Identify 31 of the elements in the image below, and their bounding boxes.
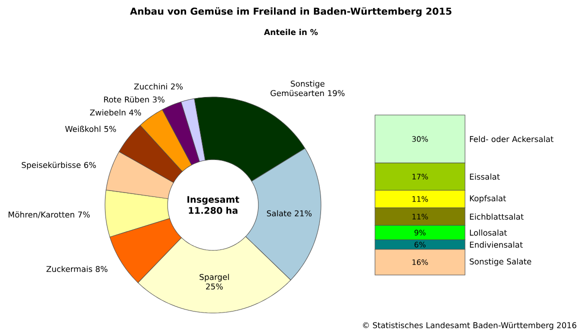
- slice-label: Rote Rüben: [104, 96, 149, 103]
- slice-label: Speisekürbisse: [22, 162, 81, 170]
- data-label: 2%: [171, 83, 183, 90]
- data-label: 6%: [84, 162, 96, 168]
- data-label: 8%: [96, 266, 108, 272]
- data-label: 21%: [294, 210, 312, 216]
- series-label: Eissalat: [470, 174, 500, 180]
- data-label: 3%: [152, 96, 164, 103]
- slice-label: Zuckermais: [46, 266, 92, 272]
- slice-label: Salate: [266, 210, 292, 216]
- slice-label: Zucchini: [134, 83, 168, 90]
- series-label: Eichblattsalat: [470, 214, 524, 220]
- data-label: 25%: [206, 283, 223, 290]
- series-label: Kopfsalat: [470, 195, 506, 203]
- slice-label: Zwiebeln: [90, 109, 126, 116]
- series-label: Endiviensalat: [470, 242, 523, 248]
- data-label: 5%: [104, 126, 116, 132]
- data-label: 4%: [129, 109, 142, 116]
- series-label: Sonstige Salate: [470, 258, 532, 266]
- slice-label: Sonstige Gemüsearten: [270, 80, 324, 96]
- slice-label: Spargel: [200, 274, 229, 282]
- chart-subtitle: Anteile in %: [264, 28, 318, 36]
- data-label: 19%: [328, 90, 345, 96]
- chart-title: Anbau von Gemüse im Freiland in Baden-Württemberg 2015: [130, 7, 452, 17]
- text: Insgesamt 11.280 ha: [187, 196, 240, 214]
- text: © Statistisches Landesamt Baden-Württemberg 2016: [362, 322, 576, 330]
- slice-label: Möhren/Karotten: [8, 211, 74, 218]
- slice-label: Weißkohl: [65, 126, 100, 132]
- data-label: 7%: [78, 212, 90, 218]
- series-label: Feld- oder Ackersalat: [470, 136, 554, 142]
- series-label: Lollosalat: [470, 230, 507, 236]
